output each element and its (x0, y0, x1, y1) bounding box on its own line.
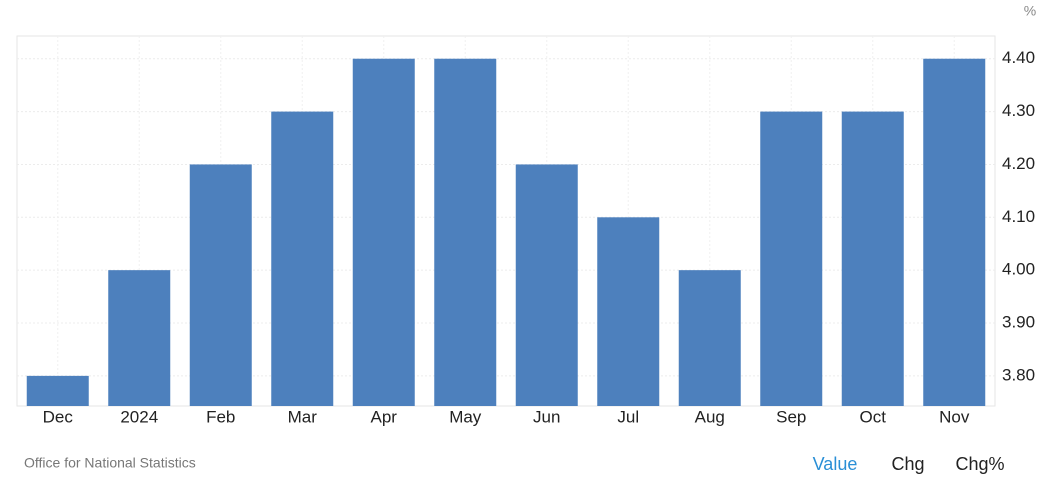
x-tick-label: 2024 (120, 407, 158, 426)
x-tick-label: Sep (776, 407, 806, 426)
bar (108, 270, 171, 406)
x-tick-label: Oct (860, 407, 887, 426)
source: Office for National Statistics (24, 455, 196, 471)
button[interactable]: Chg% (955, 454, 1004, 474)
bar (760, 111, 823, 406)
bar (352, 58, 415, 406)
bar (26, 375, 89, 406)
x-tick-label: Jun (533, 407, 560, 426)
y-tick-label: 3.80 (1002, 365, 1035, 384)
x-tick-label: May (449, 407, 482, 426)
bar (678, 270, 741, 406)
bar (515, 164, 578, 406)
y-tick-label: 4.30 (1002, 101, 1035, 120)
x-tick-label: Aug (695, 407, 725, 426)
unit-label: % (1024, 3, 1036, 19)
bar (434, 58, 497, 406)
bar (923, 58, 986, 406)
x-tick-label: Mar (288, 407, 318, 426)
y-tick-label: 4.00 (1002, 260, 1035, 279)
y-tick-label: 4.10 (1002, 207, 1035, 226)
x-tick-label: Feb (206, 407, 235, 426)
bar (841, 111, 904, 406)
button[interactable]: Value (813, 454, 858, 474)
bar (189, 164, 252, 406)
y-tick-label: 4.20 (1002, 154, 1035, 173)
plot-border (16, 35, 996, 407)
x-tick-label: Apr (371, 407, 398, 426)
x-tick-label: Nov (939, 407, 970, 426)
bar (597, 217, 660, 406)
y-tick-label: 3.90 (1002, 312, 1035, 331)
button[interactable]: Chg (891, 454, 924, 474)
bar (271, 111, 334, 406)
x-tick-label: Jul (617, 407, 639, 426)
y-tick-label: 4.40 (1002, 48, 1035, 67)
x-tick-label: Dec (43, 407, 74, 426)
